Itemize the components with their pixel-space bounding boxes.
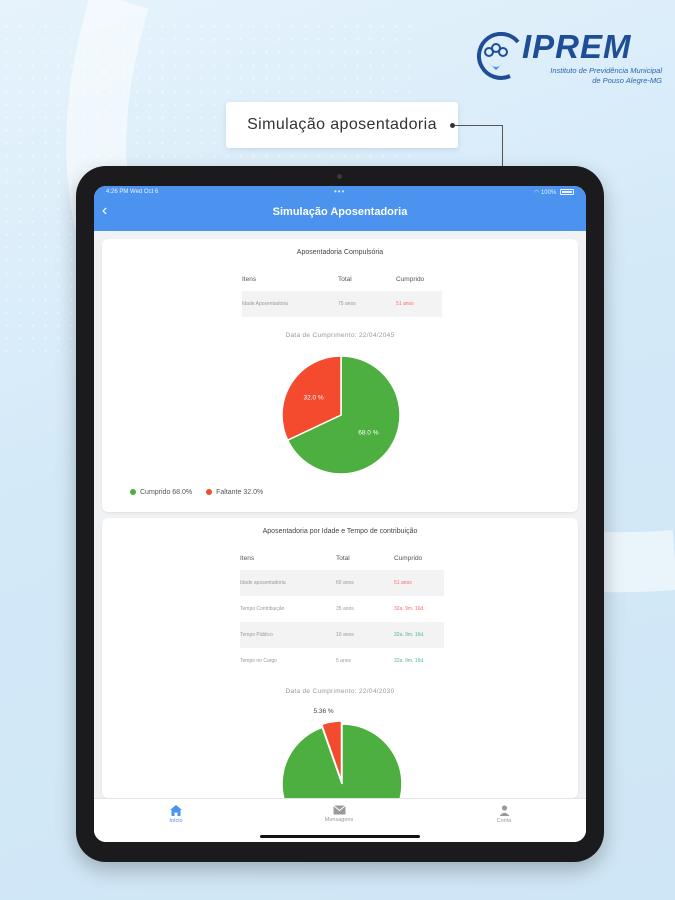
iprem-logo: IPREM Instituto de Previdência Municipal… (470, 28, 670, 88)
pie-slice-label: 32.0 % (303, 395, 323, 402)
cell-total: 35 anos (336, 606, 354, 612)
table-row: Tempo Público 10 anos 32a. 9m. 16d. (240, 622, 444, 648)
battery-label: 100% (540, 190, 557, 196)
legend-item-faltante: Faltante 32.0% (206, 489, 263, 496)
legend-label: Cumprido 68.0% (140, 489, 193, 496)
nav-label: Mensagens (324, 817, 354, 823)
cell-item: Tempo Público (240, 622, 336, 648)
pie-slice-label: 68.0 % (358, 429, 378, 436)
legend-item-cumprido: Cumprido 68.0% (130, 489, 194, 496)
home-icon (170, 805, 182, 816)
age-contribution-retirement-card: Aposentadoria por Idade e Tempo de contr… (102, 518, 578, 798)
cell-total: 60 anos (336, 570, 394, 596)
tablet-frame: 4:26 PM Wed Oct 6 ••• ◠ 100% ‹ Simulação… (76, 166, 604, 862)
requirements-table: Itens Total Cumprido Idade Aposentadoria… (242, 267, 442, 317)
cell-total: 10 anos (336, 622, 394, 648)
table-header-row: Itens Total Cumprido (242, 267, 442, 291)
back-chevron-icon[interactable]: ‹ (102, 202, 108, 219)
completion-date: Data de Cumprimento: 22/04/2030 (285, 688, 395, 695)
cell-total: 5 anos (336, 658, 352, 664)
callout-line (502, 125, 503, 169)
table-row: Tempo Contribuição 35 anos 32a. 9m. 16d. (240, 596, 444, 622)
card-title: Aposentadoria Compulsória (296, 249, 384, 256)
cell-cumprido: 51 anos (396, 291, 442, 317)
wifi-icon: ◠ (534, 190, 540, 196)
requirements-table: Itens Total Cumprido Idade aposentadoria… (240, 546, 444, 674)
status-center-dots: ••• (334, 187, 346, 196)
bottom-navigation: Início Mensagens Conta (94, 798, 586, 842)
nav-label: Conta (496, 818, 512, 824)
legend-swatch-green (130, 489, 136, 496)
cell-item: Idade Aposentadoria (242, 291, 338, 317)
table-row: Idade Aposentadoria 75 anos 51 anos (242, 291, 442, 317)
pie-slice-faltante (320, 720, 343, 782)
app-bar: 4:26 PM Wed Oct 6 ••• ◠ 100% ‹ Simulação… (94, 186, 586, 231)
nav-label: Início (169, 818, 183, 824)
nav-item-inicio[interactable]: Início (146, 805, 206, 824)
col-header-itens: Itens (242, 275, 257, 283)
col-header-total: Total (336, 554, 350, 562)
app-screen: 4:26 PM Wed Oct 6 ••• ◠ 100% ‹ Simulação… (94, 186, 586, 842)
user-icon (499, 805, 509, 816)
callout-line (455, 125, 503, 126)
logo-subtitle: Instituto de Previdência Municipal de Po… (512, 66, 662, 86)
callout-dot (450, 123, 455, 128)
table-header-row: Itens Total Cumprido (240, 546, 444, 570)
pie-chart-idade-tempo: 5.36 % (281, 708, 403, 798)
status-time: 4:26 PM Wed Oct 6 (106, 189, 159, 195)
logo-subtitle-line2: de Pouso Alegre-MG (592, 76, 662, 85)
cell-cumprido: 51 anos (394, 570, 444, 596)
col-header-itens: Itens (240, 554, 255, 562)
table-row: Tempo no Cargo 5 anos 32a. 9m. 16d. (240, 648, 444, 674)
cell-item: Tempo Contribuição (240, 606, 285, 612)
legend-label: Faltante 32.0% (216, 489, 264, 496)
logo-subtitle-line1: Instituto de Previdência Municipal (550, 66, 662, 75)
pie-slice-faltante (281, 355, 342, 442)
col-header-cumprido: Cumprido (396, 275, 425, 283)
iprem-logo-mark-icon (477, 32, 520, 80)
card-title: Aposentadoria por Idade e Tempo de contr… (262, 528, 418, 535)
cell-item: Idade aposentadoria (240, 570, 336, 596)
camera-icon (337, 174, 342, 179)
battery-icon (560, 189, 574, 196)
cell-cumprido: 32a. 9m. 16d. (394, 606, 425, 612)
status-right: ◠ 100% (534, 189, 574, 196)
compulsory-retirement-card: Aposentadoria Compulsória Itens Total Cu… (102, 239, 578, 512)
pie-slice-label: 5.36 % (313, 708, 333, 715)
home-indicator (260, 835, 420, 838)
pie-slice-cumprido (286, 355, 401, 475)
pie-chart-compulsoria: 68.0 % 32.0 % (281, 355, 401, 475)
col-header-cumprido: Cumprido (394, 554, 423, 562)
nav-item-mensagens[interactable]: Mensagens (309, 805, 369, 823)
chart-legend: Cumprido 68.0% Faltante 32.0% (130, 489, 275, 496)
page-title: Simulação Aposentadoria (272, 206, 408, 218)
table-row: Idade aposentadoria 60 anos 51 anos (240, 570, 444, 596)
cell-total: 75 anos (338, 291, 396, 317)
mail-icon (332, 805, 346, 815)
legend-swatch-red (206, 489, 213, 496)
cell-cumprido: 32a. 9m. 16d. (394, 622, 444, 648)
cell-cumprido: 32a. 9m. 16d. (394, 658, 425, 664)
nav-item-conta[interactable]: Conta (474, 805, 534, 824)
logo-title: IPREM (522, 28, 632, 65)
completion-date: Data de Cumprimento: 22/04/2045 (285, 332, 395, 339)
col-header-total: Total (338, 275, 352, 283)
cell-item: Tempo no Cargo (240, 658, 277, 664)
feature-callout: Simulação aposentadoria (226, 102, 458, 148)
